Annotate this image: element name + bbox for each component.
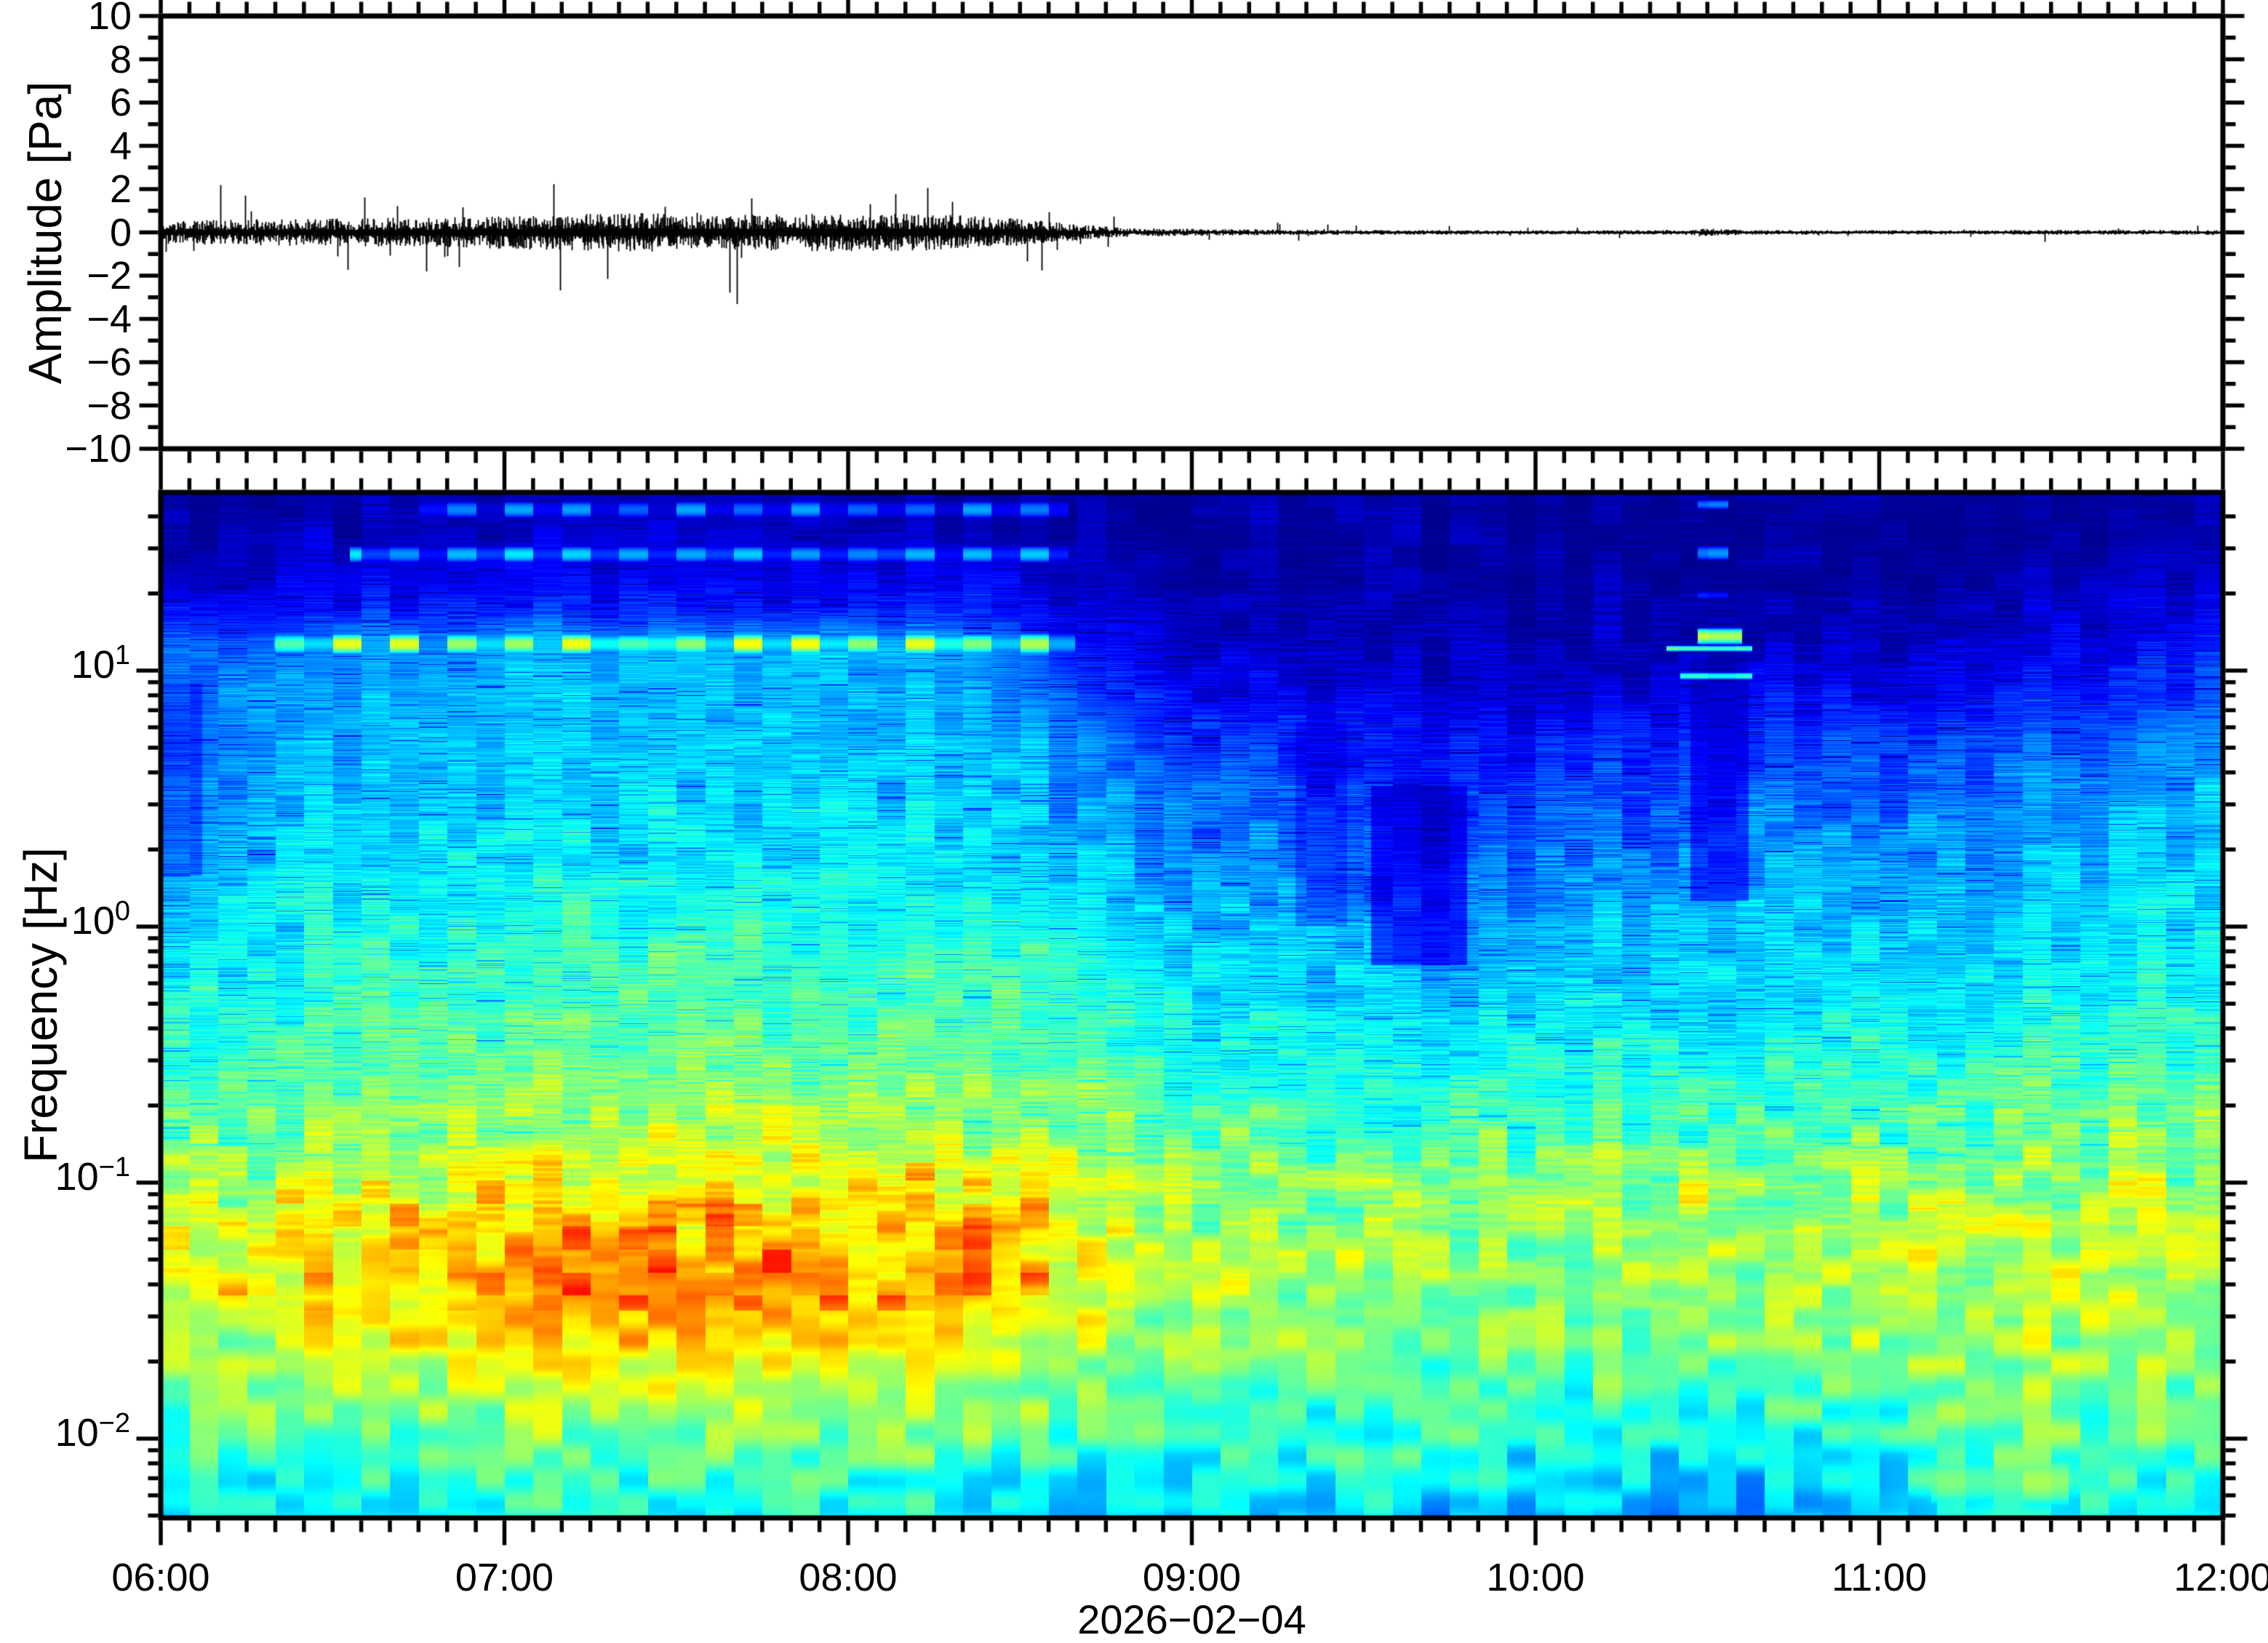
x-tick-label: 07:00: [455, 1556, 554, 1599]
x-tick-label: 12:00: [2173, 1556, 2268, 1599]
amplitude-tick-label: −8: [87, 383, 132, 428]
frequency-tick-label: 10−1: [55, 1151, 130, 1199]
amplitude-tick-label: −4: [87, 297, 132, 341]
amplitude-tick-label: 6: [109, 81, 132, 124]
amplitude-tick-label: 10: [87, 0, 132, 38]
frequency-tick-label: 10−2: [55, 1407, 130, 1455]
frequency-axis-title: Frequency [Hz]: [15, 847, 67, 1163]
frequency-tick-label: 100: [71, 895, 130, 943]
amplitude-tick-label: 8: [109, 37, 132, 81]
amplitude-tick-label: 2: [109, 167, 132, 211]
amplitude-axis-title: Amplitude [Pa]: [19, 81, 71, 384]
amplitude-tick-label: 4: [109, 124, 132, 168]
amplitude-tick-label: −10: [65, 427, 132, 471]
amplitude-tick-label: −6: [87, 340, 132, 384]
x-tick-label: 10:00: [1486, 1556, 1585, 1599]
frequency-tick-label: 101: [71, 639, 130, 687]
amplitude-tick-label: 0: [109, 210, 132, 255]
x-tick-label: 08:00: [799, 1556, 898, 1599]
x-tick-label: 11:00: [1831, 1556, 1928, 1599]
x-tick-label: 06:00: [111, 1556, 210, 1599]
amplitude-tick-label: −2: [87, 254, 132, 297]
x-axis-date-label: 2026−02−04: [1077, 1596, 1306, 1642]
x-tick-label: 09:00: [1142, 1556, 1242, 1599]
